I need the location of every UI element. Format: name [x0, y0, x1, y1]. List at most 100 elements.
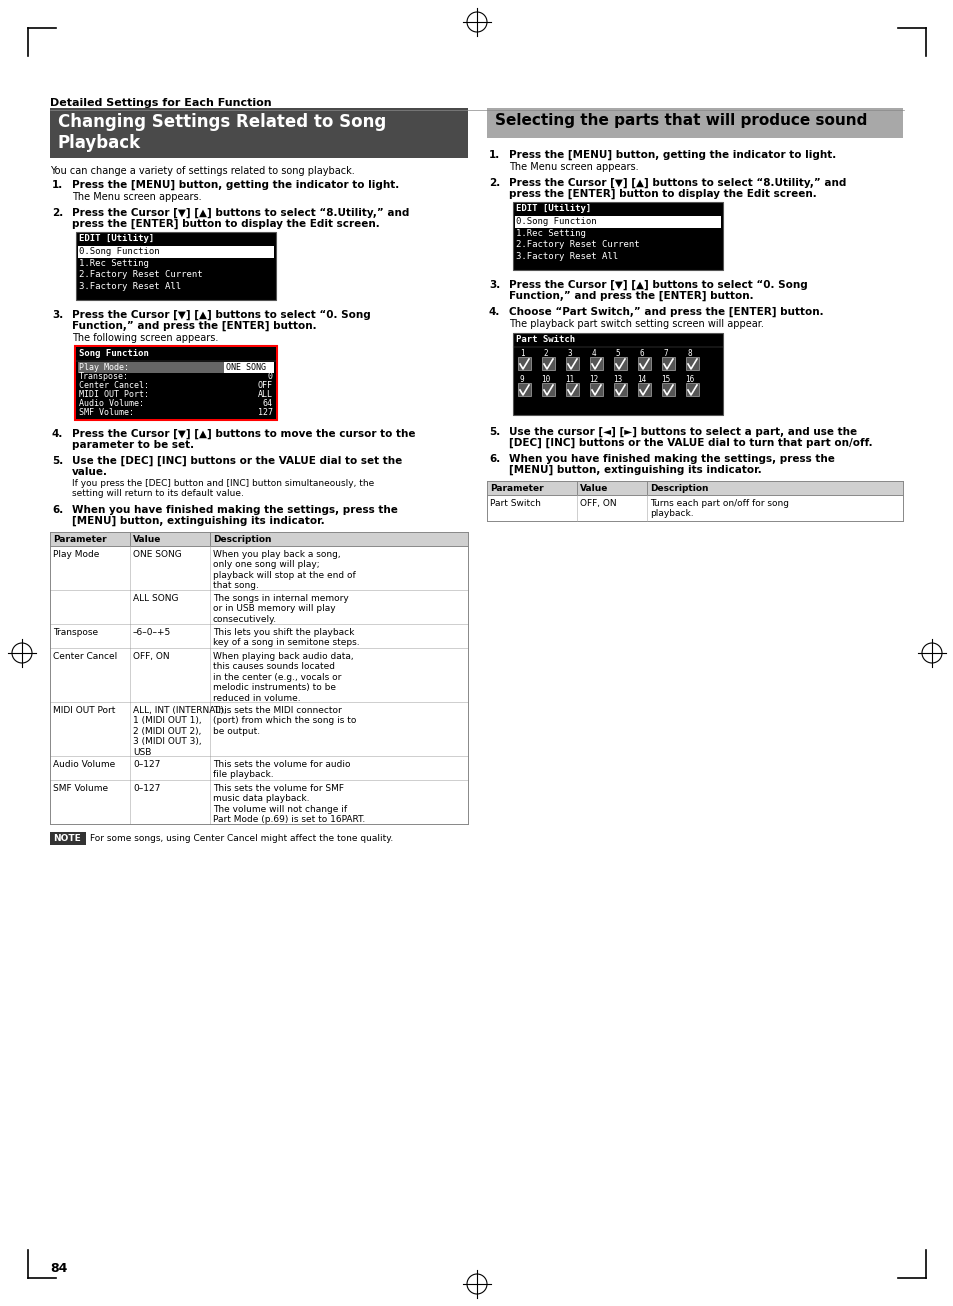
- Text: ONE SONG: ONE SONG: [132, 550, 182, 559]
- FancyBboxPatch shape: [661, 383, 675, 396]
- Text: setting will return to its default value.: setting will return to its default value…: [71, 488, 244, 498]
- Text: The playback part switch setting screen will appear.: The playback part switch setting screen …: [509, 319, 763, 329]
- Text: 3.Factory Reset All: 3.Factory Reset All: [516, 252, 618, 261]
- Text: [MENU] button, extinguishing its indicator.: [MENU] button, extinguishing its indicat…: [71, 516, 324, 526]
- Text: Part Switch: Part Switch: [490, 499, 540, 508]
- FancyBboxPatch shape: [50, 546, 468, 590]
- FancyBboxPatch shape: [614, 383, 626, 396]
- Text: This sets the volume for audio
file playback.: This sets the volume for audio file play…: [213, 760, 350, 780]
- Text: ALL SONG: ALL SONG: [132, 594, 178, 603]
- Text: 64: 64: [263, 400, 273, 407]
- Text: Press the [MENU] button, getting the indicator to light.: Press the [MENU] button, getting the ind…: [71, 180, 399, 191]
- Text: If you press the [DEC] button and [INC] button simultaneously, the: If you press the [DEC] button and [INC] …: [71, 479, 374, 488]
- Text: This lets you shift the playback
key of a song in semitone steps.: This lets you shift the playback key of …: [213, 628, 359, 648]
- Text: NOTE: NOTE: [53, 835, 81, 842]
- FancyBboxPatch shape: [486, 495, 902, 521]
- Text: Play Mode: Play Mode: [53, 550, 99, 559]
- Text: 6.: 6.: [52, 505, 63, 515]
- Text: 15: 15: [660, 375, 670, 384]
- Text: 5.: 5.: [489, 427, 499, 438]
- Text: Play Mode:: Play Mode:: [79, 363, 129, 372]
- Text: 6: 6: [639, 349, 643, 358]
- Text: Turns each part on/off for song
playback.: Turns each part on/off for song playback…: [649, 499, 788, 518]
- FancyBboxPatch shape: [638, 357, 650, 370]
- FancyBboxPatch shape: [541, 383, 555, 396]
- Text: 3.: 3.: [489, 279, 499, 290]
- Text: 7: 7: [663, 349, 668, 358]
- FancyBboxPatch shape: [515, 215, 720, 229]
- Text: 2: 2: [543, 349, 548, 358]
- Text: 5: 5: [615, 349, 619, 358]
- FancyBboxPatch shape: [685, 357, 699, 370]
- Text: value.: value.: [71, 468, 108, 477]
- Text: 10: 10: [540, 375, 550, 384]
- FancyBboxPatch shape: [50, 648, 468, 703]
- Text: 2.: 2.: [52, 208, 63, 218]
- Text: When you play back a song,
only one song will play;
playback will stop at the en: When you play back a song, only one song…: [213, 550, 355, 590]
- FancyBboxPatch shape: [638, 383, 650, 396]
- Text: ONE SONG: ONE SONG: [226, 363, 266, 372]
- FancyBboxPatch shape: [76, 232, 275, 300]
- FancyBboxPatch shape: [513, 333, 722, 415]
- FancyBboxPatch shape: [78, 362, 274, 374]
- Text: press the [ENTER] button to display the Edit screen.: press the [ENTER] button to display the …: [71, 219, 379, 230]
- Text: press the [ENTER] button to display the Edit screen.: press the [ENTER] button to display the …: [509, 189, 816, 200]
- Text: 127: 127: [257, 407, 273, 417]
- Text: 0.Song Function: 0.Song Function: [79, 247, 159, 256]
- FancyBboxPatch shape: [565, 383, 578, 396]
- FancyBboxPatch shape: [685, 383, 699, 396]
- Text: ALL, INT (INTERNAL),
1 (MIDI OUT 1),
2 (MIDI OUT 2),
3 (MIDI OUT 3),
USB: ALL, INT (INTERNAL), 1 (MIDI OUT 1), 2 (…: [132, 707, 227, 756]
- Text: When you have finished making the settings, press the: When you have finished making the settin…: [509, 454, 834, 464]
- Text: Parameter: Parameter: [53, 535, 107, 545]
- Text: 84: 84: [50, 1262, 68, 1275]
- FancyBboxPatch shape: [486, 108, 902, 138]
- Text: 2.: 2.: [489, 178, 499, 188]
- FancyBboxPatch shape: [50, 590, 468, 624]
- Text: Press the Cursor [▼] [▲] buttons to move the cursor to the: Press the Cursor [▼] [▲] buttons to move…: [71, 428, 416, 439]
- FancyBboxPatch shape: [50, 756, 468, 780]
- Text: [MENU] button, extinguishing its indicator.: [MENU] button, extinguishing its indicat…: [509, 465, 760, 475]
- Text: 3.Factory Reset All: 3.Factory Reset All: [79, 282, 181, 291]
- Text: OFF, ON: OFF, ON: [132, 652, 170, 661]
- FancyBboxPatch shape: [541, 357, 555, 370]
- Text: Transpose: Transpose: [53, 628, 98, 637]
- Text: Press the [MENU] button, getting the indicator to light.: Press the [MENU] button, getting the ind…: [509, 150, 836, 161]
- Text: Press the Cursor [▼] [▲] buttons to select “8.Utility,” and: Press the Cursor [▼] [▲] buttons to sele…: [509, 178, 845, 188]
- Text: 12: 12: [589, 375, 598, 384]
- Text: 9: 9: [519, 375, 524, 384]
- Text: 1.Rec Setting: 1.Rec Setting: [516, 229, 585, 238]
- Text: When playing back audio data,
this causes sounds located
in the center (e.g., vo: When playing back audio data, this cause…: [213, 652, 354, 703]
- FancyBboxPatch shape: [50, 703, 468, 756]
- FancyBboxPatch shape: [50, 832, 86, 845]
- Text: OFF, ON: OFF, ON: [579, 499, 616, 508]
- Text: You can change a variety of settings related to song playback.: You can change a variety of settings rel…: [50, 166, 355, 176]
- Text: Use the [DEC] [INC] buttons or the VALUE dial to set the: Use the [DEC] [INC] buttons or the VALUE…: [71, 456, 402, 466]
- FancyBboxPatch shape: [517, 383, 531, 396]
- Text: 14: 14: [637, 375, 646, 384]
- Text: Center Cancel: Center Cancel: [53, 652, 117, 661]
- FancyBboxPatch shape: [614, 357, 626, 370]
- FancyBboxPatch shape: [565, 357, 578, 370]
- Text: 3.: 3.: [52, 310, 63, 320]
- Text: Press the Cursor [▼] [▲] buttons to select “0. Song: Press the Cursor [▼] [▲] buttons to sele…: [71, 310, 371, 320]
- Text: The Menu screen appears.: The Menu screen appears.: [509, 162, 638, 172]
- Text: 3: 3: [567, 349, 572, 358]
- Text: 4.: 4.: [489, 307, 500, 317]
- Text: Detailed Settings for Each Function: Detailed Settings for Each Function: [50, 98, 272, 108]
- Text: Description: Description: [213, 535, 272, 545]
- Text: 5.: 5.: [52, 456, 63, 466]
- FancyBboxPatch shape: [50, 780, 468, 824]
- Text: Function,” and press the [ENTER] button.: Function,” and press the [ENTER] button.: [509, 291, 753, 302]
- FancyBboxPatch shape: [50, 624, 468, 648]
- Text: 13: 13: [613, 375, 622, 384]
- Text: 1.: 1.: [489, 150, 499, 161]
- FancyBboxPatch shape: [517, 357, 531, 370]
- FancyBboxPatch shape: [50, 108, 468, 158]
- Text: Use the cursor [◄] [►] buttons to select a part, and use the: Use the cursor [◄] [►] buttons to select…: [509, 427, 856, 438]
- Text: EDIT [Utility]: EDIT [Utility]: [79, 234, 154, 243]
- FancyBboxPatch shape: [589, 357, 602, 370]
- Text: The songs in internal memory
or in USB memory will play
consecutively.: The songs in internal memory or in USB m…: [213, 594, 349, 624]
- Text: This sets the volume for SMF
music data playback.
The volume will not change if
: This sets the volume for SMF music data …: [213, 784, 365, 824]
- Text: Value: Value: [132, 535, 161, 545]
- Text: 11: 11: [565, 375, 574, 384]
